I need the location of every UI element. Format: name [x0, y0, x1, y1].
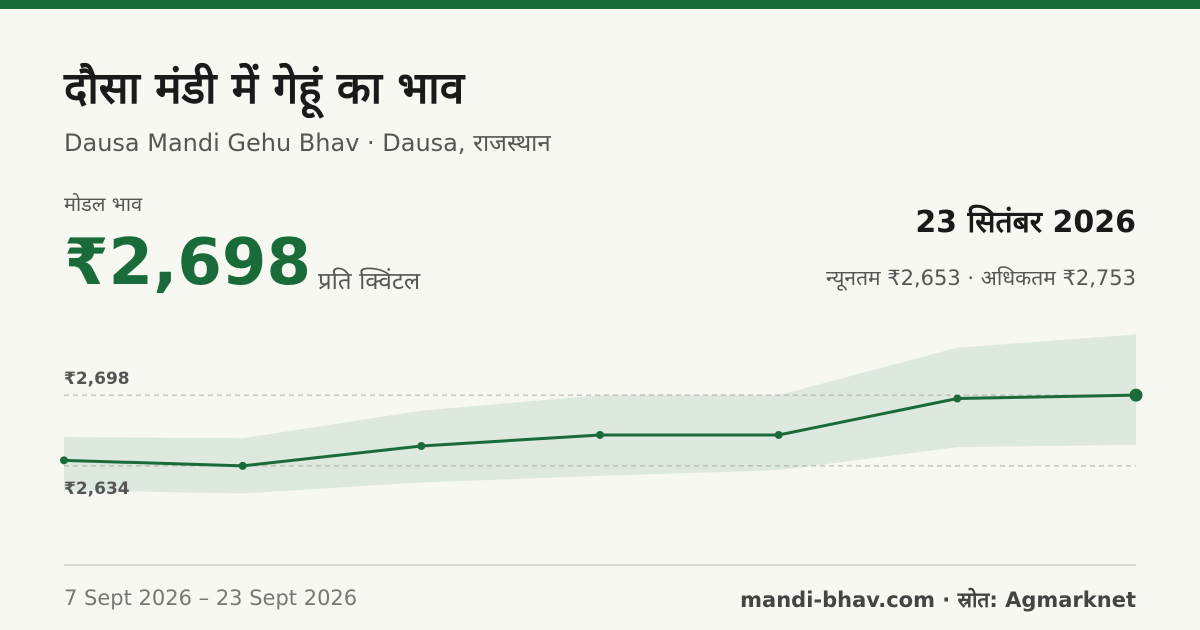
price-value: ₹2,698: [64, 226, 311, 300]
price-range: न्यूनतम ₹2,653 · अधिकतम ₹2,753: [826, 266, 1136, 290]
date-range: 7 Sept 2026 – 23 Sept 2026: [64, 586, 358, 610]
source: mandi-bhav.com · स्रोत: Agmarknet: [740, 588, 1136, 612]
title: दौसा मंडी में गेहूं का भाव: [64, 63, 465, 114]
top-bar: [0, 0, 1200, 9]
price-point: [417, 441, 426, 450]
price-label: मोडल भाव: [64, 192, 143, 216]
reference-label: ₹2,634: [64, 479, 130, 499]
price-point: [238, 461, 247, 470]
price-point: [953, 394, 962, 403]
subtitle: Dausa Mandi Gehu Bhav · Dausa, राजस्थान: [64, 129, 551, 157]
price-point: [774, 430, 783, 439]
price-date: 23 सितंबर 2026: [915, 205, 1136, 240]
price-point: [1129, 388, 1143, 402]
price-band: [64, 334, 1136, 494]
price-point: [596, 430, 604, 439]
price-point: [60, 456, 68, 465]
price-unit: प्रति क्विंटल: [318, 267, 421, 295]
reference-label: ₹2,698: [64, 369, 130, 389]
